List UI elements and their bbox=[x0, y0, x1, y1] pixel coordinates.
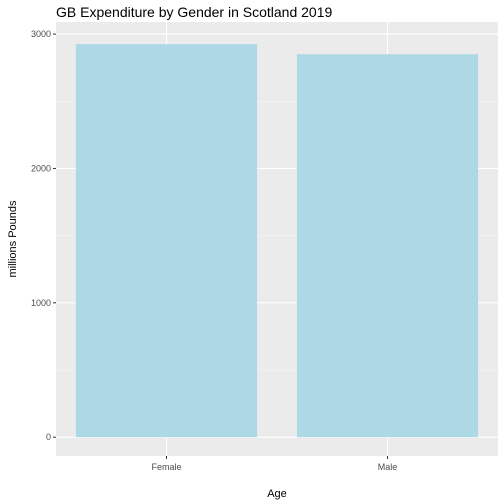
bar-male bbox=[296, 54, 479, 438]
y-tick-label: 3000 bbox=[31, 29, 51, 39]
x-tick-label: Male bbox=[378, 462, 398, 472]
x-axis-title: Age bbox=[267, 488, 287, 500]
x-tick-label: Female bbox=[151, 462, 181, 472]
y-tick-label: 2000 bbox=[31, 163, 51, 173]
bars bbox=[75, 44, 479, 438]
bar-female bbox=[75, 44, 258, 438]
y-axis-title: millions Pounds bbox=[7, 200, 19, 278]
y-tick-label: 1000 bbox=[31, 298, 51, 308]
chart-title: GB Expenditure by Gender in Scotland 201… bbox=[56, 4, 333, 20]
y-axis: 0 1000 2000 3000 bbox=[31, 29, 56, 442]
x-axis: Female Male bbox=[151, 456, 397, 472]
y-tick-label: 0 bbox=[46, 432, 51, 442]
